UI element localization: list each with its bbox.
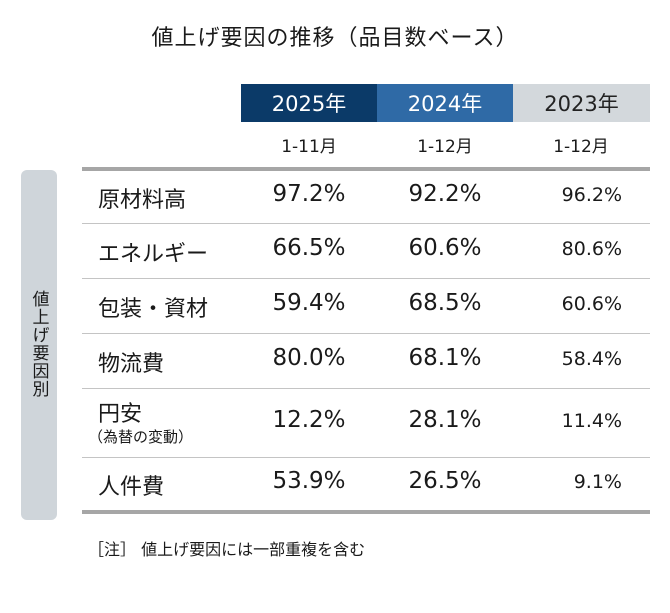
cell-value: 66.5%: [272, 234, 346, 261]
cell-value: 11.4%: [561, 409, 622, 432]
header-2023: 2023年: [513, 84, 650, 122]
cell-value: 96.2%: [561, 184, 622, 206]
row-sublabel: （為替の変動）: [88, 428, 194, 446]
cell-value: 80.6%: [561, 237, 622, 260]
row-label: 包装・資材: [98, 296, 209, 322]
row-divider: [82, 278, 650, 279]
cell-value: 60.6%: [561, 292, 622, 315]
table-row: 包装・資材 59.4% 68.5% 60.6%: [82, 278, 650, 333]
table-row: エネルギー 66.5% 60.6% 80.6%: [82, 223, 650, 278]
cell-value: 26.5%: [408, 467, 482, 494]
period-2025: 1-11月: [281, 137, 337, 157]
row-label: 円安: [98, 402, 143, 427]
table-row: 人件費 53.9% 26.5% 9.1%: [82, 457, 650, 510]
header-2025: 2025年: [241, 84, 377, 122]
top-rule: [82, 167, 650, 171]
chart-title: 値上げ要因の推移（品目数ベース）: [151, 26, 519, 51]
row-group-label: 値上げ要因別: [28, 290, 49, 398]
table-row: 物流費 80.0% 68.1% 58.4%: [82, 333, 650, 388]
footnote: ［注］ 値上げ要因には一部重複を含む: [88, 540, 366, 559]
row-divider: [82, 333, 650, 334]
cell-value: 68.5%: [408, 289, 482, 316]
cell-value: 68.1%: [408, 344, 482, 371]
row-divider: [82, 388, 650, 389]
cell-value: 28.1%: [408, 406, 482, 433]
row-label: 物流費: [98, 351, 165, 377]
cell-value: 60.6%: [408, 234, 482, 261]
period-2024: 1-12月: [417, 137, 473, 157]
row-label: 人件費: [98, 474, 165, 500]
cell-value: 12.2%: [272, 406, 346, 433]
cell-value: 97.2%: [272, 181, 346, 207]
table-row: 円安 （為替の変動） 12.2% 28.1% 11.4%: [82, 388, 650, 457]
cell-value: 59.4%: [272, 289, 346, 316]
row-label: 原材料高: [98, 188, 187, 213]
cell-value: 9.1%: [573, 470, 622, 493]
row-group-bar: [21, 170, 57, 520]
row-divider: [82, 457, 650, 458]
row-label: エネルギー: [98, 241, 209, 267]
cell-value: 53.9%: [272, 467, 346, 494]
period-2023: 1-12月: [553, 137, 609, 157]
table-row: 原材料高 97.2% 92.2% 96.2%: [82, 171, 650, 223]
bottom-rule: [82, 510, 650, 514]
cell-value: 92.2%: [408, 181, 482, 207]
cell-value: 80.0%: [272, 344, 346, 371]
header-2024: 2024年: [377, 84, 513, 122]
cell-value: 58.4%: [561, 347, 622, 370]
row-divider: [82, 223, 650, 224]
